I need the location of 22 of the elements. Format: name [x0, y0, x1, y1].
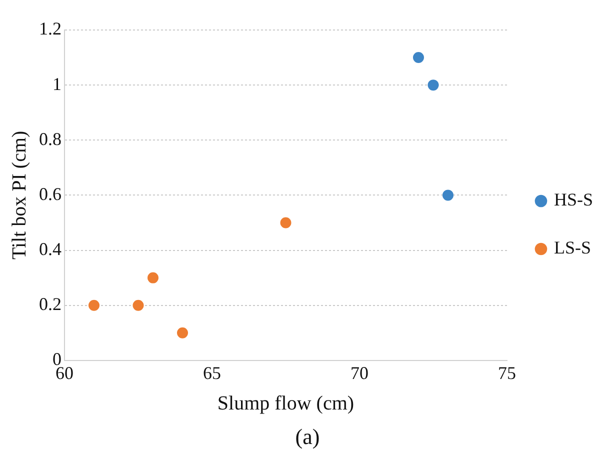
point — [147, 272, 158, 284]
x-tick-label: 70 — [350, 362, 368, 383]
legend-label: LS-S — [554, 238, 591, 258]
legend-label: HS-S — [554, 190, 593, 210]
y-tick-label: 0.4 — [39, 239, 62, 259]
point — [176, 327, 188, 338]
point — [132, 300, 144, 311]
y-tick-label: 0.6 — [39, 184, 62, 204]
x-tick-label: 75 — [498, 362, 516, 383]
y-axis-title: Tilt box PI (cm) — [8, 130, 30, 260]
x-tick-label: 65 — [202, 362, 221, 383]
y-tick-label: 1 — [52, 74, 62, 94]
point — [412, 52, 424, 64]
point — [88, 300, 100, 311]
point — [428, 80, 439, 91]
y-tick-label: 0.8 — [39, 128, 62, 149]
y-tick-label: 1.2 — [39, 18, 62, 39]
y-tick-label: 0.2 — [39, 294, 62, 314]
point — [442, 190, 454, 201]
x-axis-title: Slump flow (cm) — [217, 392, 354, 414]
text: (a) — [294, 424, 321, 450]
point — [280, 217, 292, 228]
